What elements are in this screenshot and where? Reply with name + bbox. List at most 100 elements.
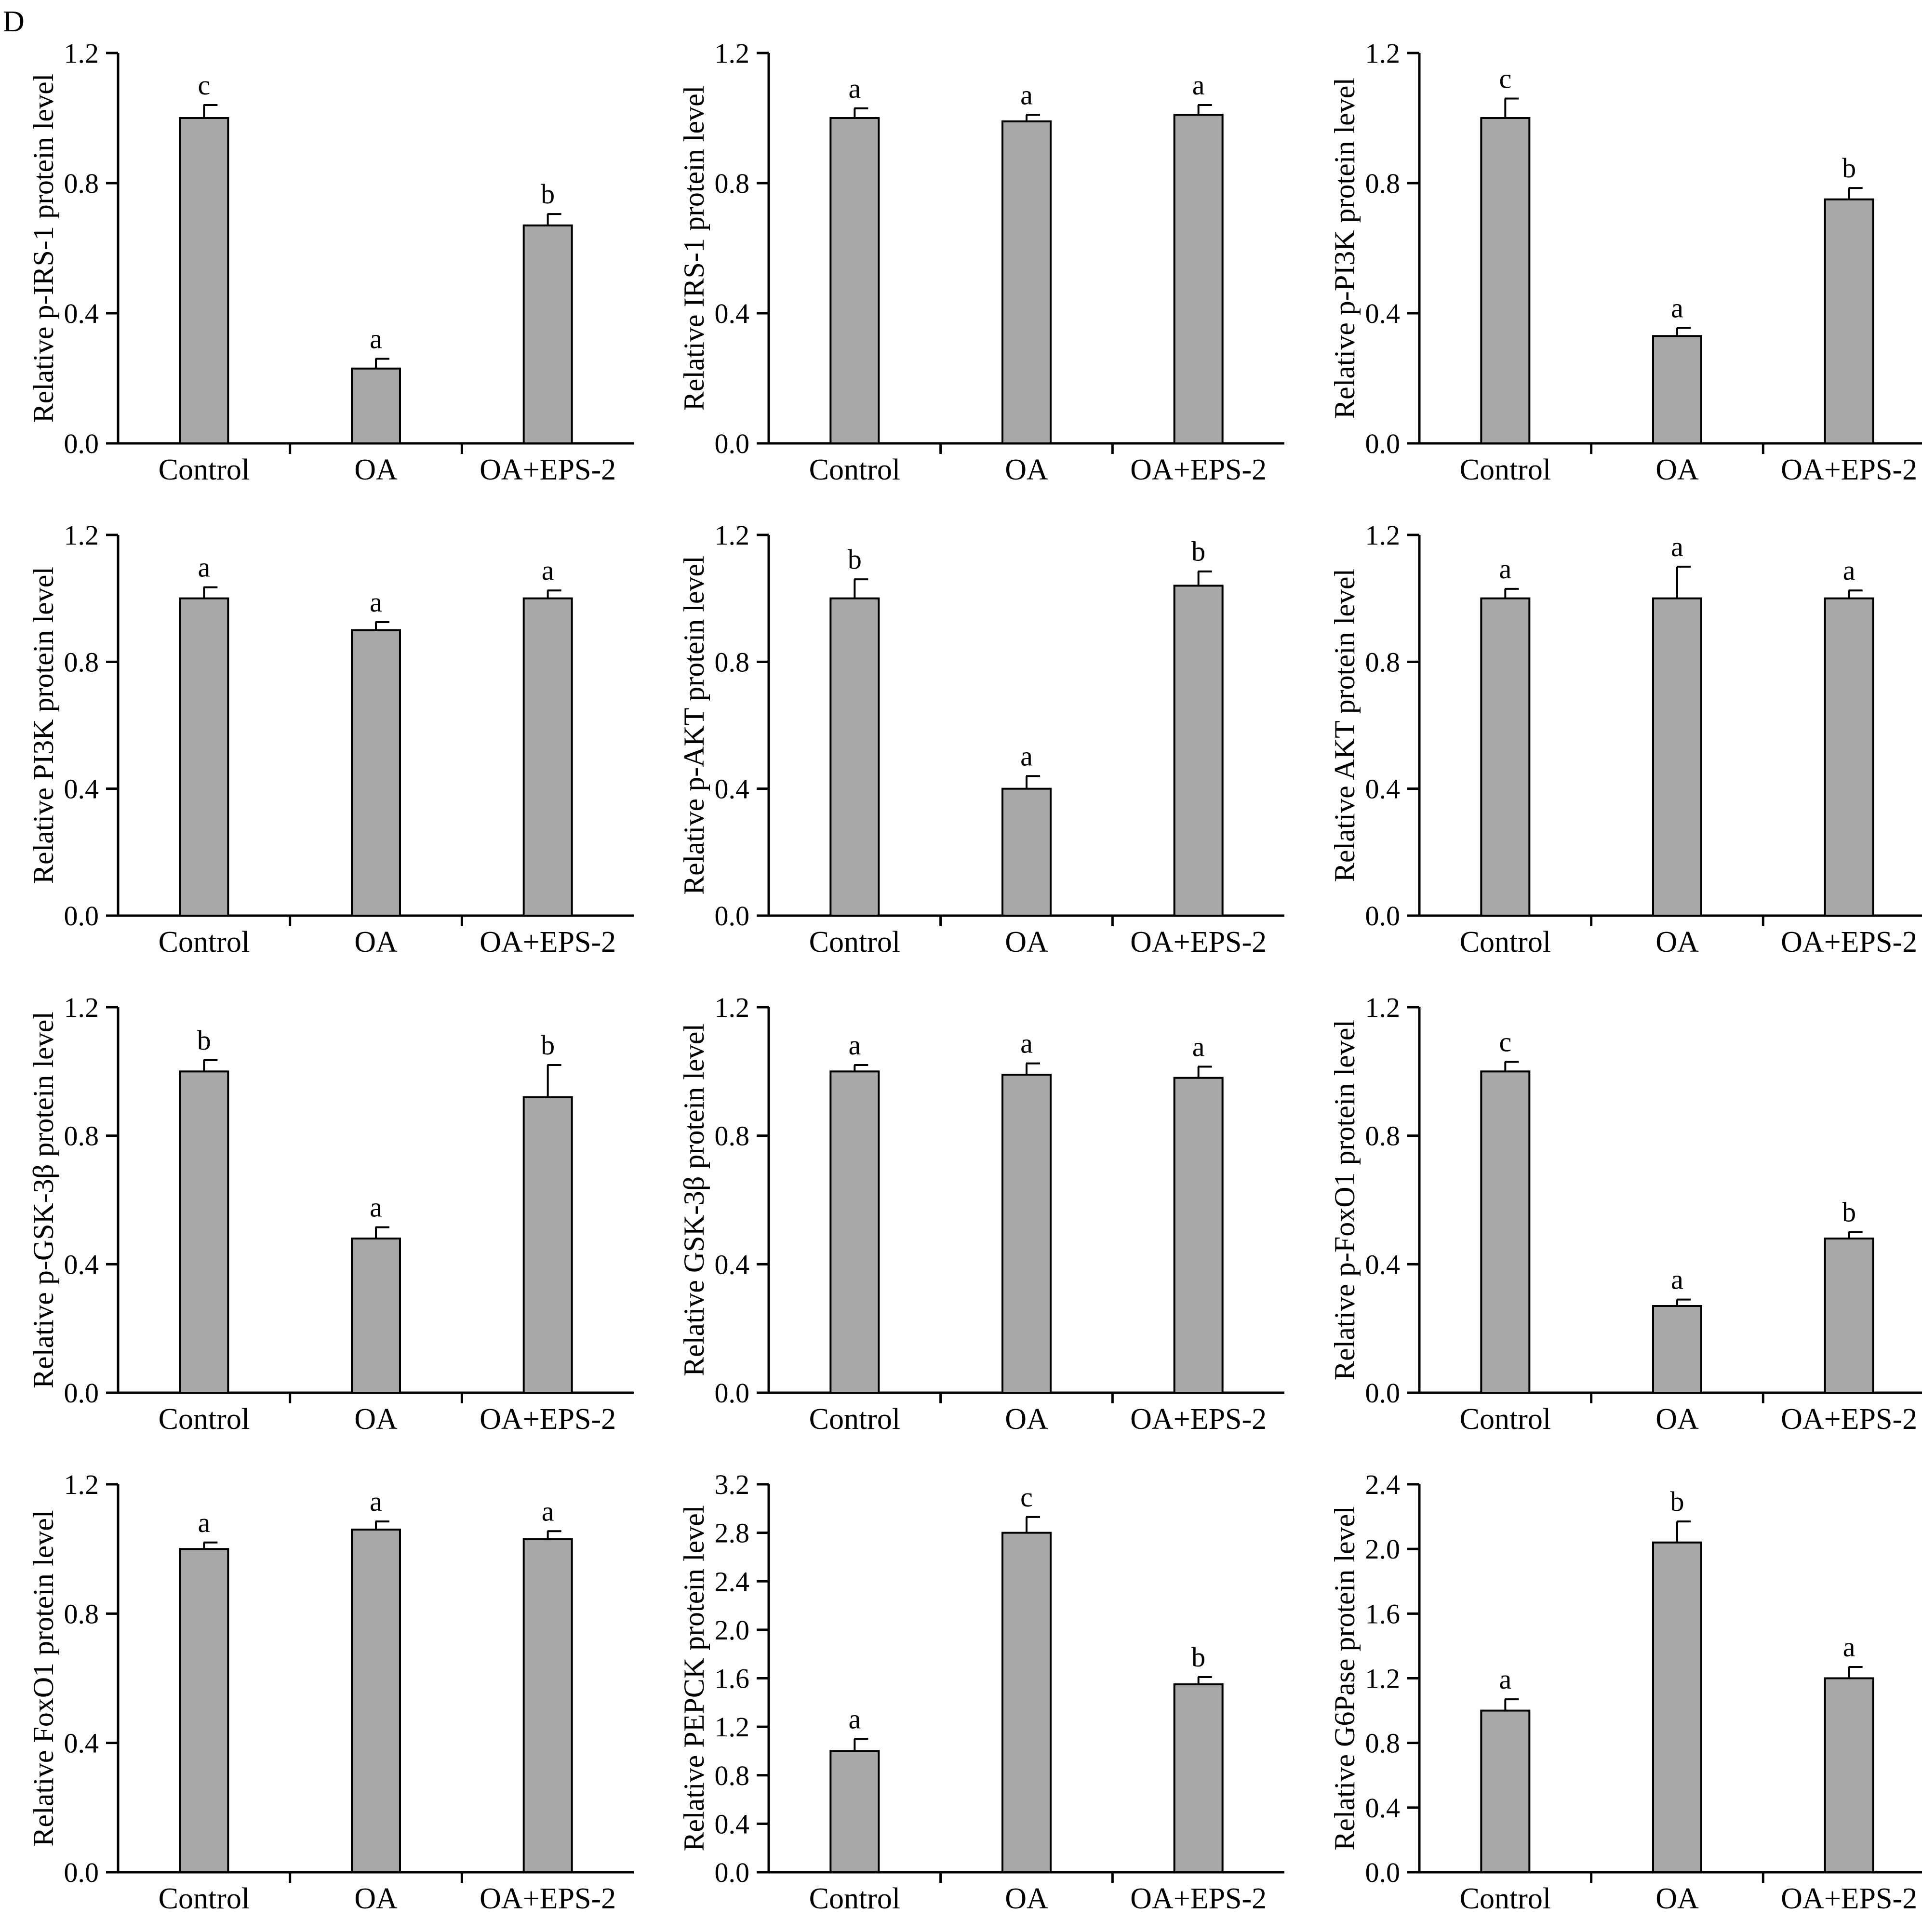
y-tick-label: 0.0 [1365,900,1401,932]
y-tick-label: 2.4 [715,1566,750,1597]
bar [1173,1683,1224,1873]
bar [179,597,229,917]
x-tick-label: Control [1460,1882,1551,1915]
bar [1824,198,1874,444]
x-tick-label: Control [159,1403,250,1436]
bar [179,1070,229,1394]
significance-label: b [1191,536,1205,567]
significance-label: a [1671,292,1683,323]
y-axis-label: Relative PI3K protein level [27,567,59,884]
bar [1001,1074,1052,1394]
y-tick-label: 0.0 [715,1377,750,1409]
x-tick-label: OA+EPS-2 [1781,1882,1917,1915]
y-axis-label: Relative AKT protein level [1329,569,1361,882]
x-tick-label: OA+EPS-2 [1781,926,1917,959]
x-tick-label: OA [354,453,398,486]
bar [829,597,880,917]
x-tick-label: OA+EPS-2 [1781,1403,1917,1436]
x-tick-label: Control [159,453,250,486]
y-tick-label: 0.0 [715,900,750,932]
significance-label: a [542,1495,554,1527]
y-tick-label: 0.4 [1365,1792,1401,1824]
y-tick-label: 0.4 [64,1728,99,1759]
y-tick-label: 0.0 [1365,1857,1401,1888]
y-tick-label: 0.8 [64,168,99,199]
significance-label: a [1671,1264,1683,1295]
y-tick-label: 0.8 [715,168,750,199]
y-tick-label: 0.0 [715,1857,750,1888]
bar [1652,1305,1702,1394]
y-tick-label: 1.2 [715,992,750,1023]
y-axis-label: Relative p-PI3K protein level [1329,78,1361,419]
y-tick-label: 1.2 [64,1469,99,1500]
x-tick-label: OA [1005,926,1048,959]
x-tick-label: OA [1655,1882,1699,1915]
panel-label: D [3,5,25,38]
y-tick-label: 0.8 [64,1598,99,1629]
y-tick-label: 1.2 [1365,38,1401,69]
y-axis-label: Relative PEPCK protein level [678,1505,710,1851]
x-tick-label: Control [809,1403,900,1436]
significance-label: b [1191,1641,1205,1673]
y-tick-label: 0.8 [1365,646,1401,678]
bar [522,1096,573,1394]
x-tick-label: OA [1005,1403,1048,1436]
significance-label: a [848,73,861,104]
significance-label: a [1843,1631,1855,1663]
x-tick-label: OA [354,926,398,959]
x-tick-label: OA [1655,926,1699,959]
bar [1824,1238,1874,1394]
y-tick-label: 1.6 [715,1663,750,1694]
x-tick-label: Control [809,453,900,486]
x-tick-label: OA+EPS-2 [1130,453,1267,486]
bar [351,1238,401,1394]
significance-label: a [542,555,554,586]
bar [1001,120,1052,444]
bar [1173,114,1224,444]
y-tick-label: 2.4 [1365,1469,1401,1500]
x-tick-label: Control [1460,1403,1551,1436]
significance-label: a [1020,1028,1033,1059]
significance-label: b [1670,1486,1684,1517]
bar [522,597,573,917]
significance-label: a [370,323,382,355]
x-tick-label: Control [1460,926,1551,959]
bar [522,224,573,444]
bar [1652,335,1702,444]
significance-label: a [198,552,210,583]
significance-label: a [1020,79,1033,110]
y-tick-label: 1.6 [1365,1598,1401,1629]
x-tick-label: Control [1460,453,1551,486]
y-axis-label: Relative G6Pase protein level [1329,1506,1361,1851]
y-tick-label: 1.2 [715,38,750,69]
y-tick-label: 1.2 [715,520,750,551]
y-tick-label: 0.0 [715,428,750,459]
bar [522,1538,573,1874]
bar [1652,597,1702,917]
bar [829,1070,880,1394]
significance-label: a [1192,1031,1205,1062]
bar [179,117,229,444]
y-tick-label: 0.0 [64,1377,99,1409]
y-tick-label: 0.0 [64,1857,99,1888]
significance-label: a [848,1703,861,1734]
y-tick-label: 1.2 [64,38,99,69]
y-tick-label: 1.2 [1365,992,1401,1023]
y-tick-label: 0.8 [64,646,99,678]
y-tick-label: 0.8 [64,1120,99,1152]
significance-label: a [1843,555,1855,586]
bar [829,1750,880,1873]
x-tick-label: Control [809,1882,900,1915]
y-tick-label: 0.0 [1365,1377,1401,1409]
y-tick-label: 2.0 [715,1614,750,1646]
bar [1001,1532,1052,1873]
y-tick-label: 0.8 [715,1120,750,1152]
bar [351,367,401,444]
y-tick-label: 0.4 [1365,298,1401,329]
x-tick-label: OA+EPS-2 [1781,453,1917,486]
